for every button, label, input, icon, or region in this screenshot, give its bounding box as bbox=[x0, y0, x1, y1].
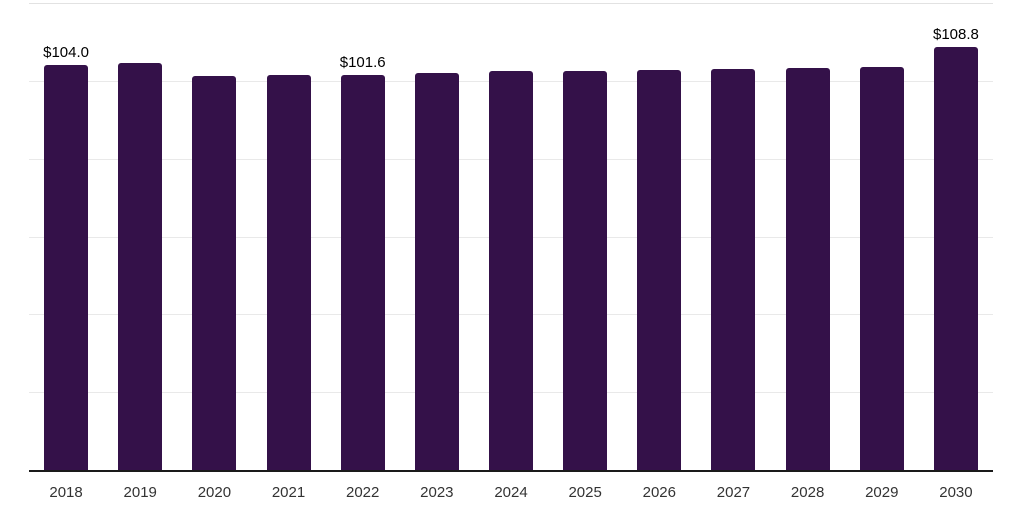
x-axis-label-2023: 2023 bbox=[420, 484, 454, 501]
bar-2019[interactable] bbox=[118, 62, 163, 470]
bar-2018[interactable] bbox=[44, 65, 89, 470]
x-axis-label-2027: 2027 bbox=[716, 484, 751, 501]
bar-2025[interactable] bbox=[563, 70, 608, 470]
x-axis-label-2019: 2019 bbox=[123, 484, 157, 501]
gridline bbox=[29, 3, 993, 4]
bar-2027[interactable] bbox=[711, 68, 756, 470]
x-axis-label-2025: 2025 bbox=[568, 484, 602, 501]
x-axis-label-2022: 2022 bbox=[346, 484, 380, 501]
bar-2029[interactable] bbox=[859, 66, 904, 470]
value-label-2018: $104.0 bbox=[43, 44, 90, 62]
bar-2021[interactable] bbox=[266, 75, 311, 470]
x-axis-label-2029: 2029 bbox=[865, 484, 899, 501]
bar-2022[interactable] bbox=[340, 74, 385, 470]
bar-2026[interactable] bbox=[637, 69, 682, 470]
x-axis-label-2024: 2024 bbox=[494, 484, 528, 501]
x-axis-label-2018: 2018 bbox=[49, 484, 83, 501]
x-axis-label-2026: 2026 bbox=[642, 484, 676, 501]
x-axis-label-2028: 2028 bbox=[790, 484, 825, 501]
value-label-2022: $101.6 bbox=[339, 53, 386, 71]
bar-2020[interactable] bbox=[192, 76, 237, 470]
bar-2030[interactable] bbox=[933, 46, 978, 470]
bar-2028[interactable] bbox=[785, 67, 830, 470]
bar-2023[interactable] bbox=[414, 72, 459, 470]
x-axis-line bbox=[29, 470, 993, 472]
x-axis-label-2020: 2020 bbox=[197, 484, 232, 501]
x-axis-label-2021: 2021 bbox=[271, 484, 306, 501]
value-label-2030: $108.8 bbox=[932, 25, 979, 43]
bar-2024[interactable] bbox=[489, 71, 533, 470]
x-axis-label-2030: 2030 bbox=[939, 484, 973, 501]
